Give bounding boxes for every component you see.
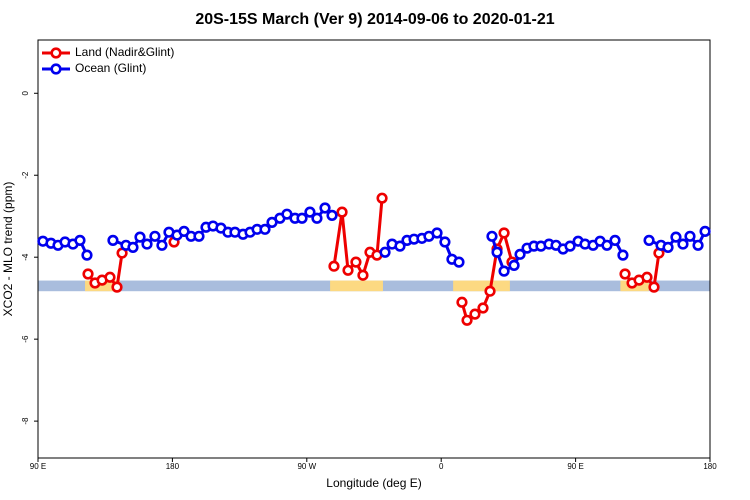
- point: [178, 225, 190, 237]
- x-tick-label: 180: [166, 462, 180, 471]
- point: [670, 231, 682, 243]
- point: [107, 234, 119, 246]
- point: [357, 269, 369, 281]
- point: [486, 230, 498, 242]
- point: [456, 296, 468, 308]
- point: [319, 202, 331, 214]
- point: [74, 234, 86, 246]
- point: [641, 271, 653, 283]
- y-tick-label: -6: [21, 335, 30, 343]
- y-tick-label: -2: [21, 171, 30, 179]
- land-band: [85, 280, 121, 292]
- point: [376, 192, 388, 204]
- point: [82, 268, 94, 280]
- point: [461, 314, 473, 326]
- legend-label: Ocean (Glint): [75, 61, 146, 75]
- x-tick-label: 90 E: [567, 462, 583, 471]
- point: [259, 223, 271, 235]
- point: [619, 268, 631, 280]
- point: [684, 230, 696, 242]
- point: [379, 246, 391, 258]
- point: [677, 238, 689, 250]
- x-tick-label: 90 E: [30, 462, 46, 471]
- point: [692, 239, 704, 251]
- point: [193, 230, 205, 242]
- point: [104, 271, 116, 283]
- point: [296, 212, 308, 224]
- legend-label: Land (Nadir&Glint): [75, 45, 174, 59]
- point: [498, 265, 510, 277]
- point: [394, 240, 406, 252]
- point: [484, 285, 496, 297]
- point: [326, 209, 338, 221]
- point: [311, 212, 323, 224]
- point: [609, 234, 621, 246]
- point: [111, 281, 123, 293]
- point: [439, 236, 451, 248]
- point: [564, 240, 576, 252]
- x-tick-label: 180: [703, 462, 717, 471]
- point: [304, 206, 316, 218]
- legend-marker: [50, 47, 62, 59]
- plot-frame: [37, 39, 711, 459]
- point: [601, 239, 613, 251]
- point: [127, 241, 139, 253]
- point: [469, 308, 481, 320]
- point: [431, 227, 443, 239]
- land-band: [453, 280, 510, 292]
- point: [328, 260, 340, 272]
- x-tick-label: 90 W: [297, 462, 316, 471]
- point: [491, 246, 503, 258]
- land-band: [330, 280, 383, 292]
- point: [134, 231, 146, 243]
- point: [81, 249, 93, 261]
- point: [662, 241, 674, 253]
- y-tick-label: -8: [21, 417, 30, 425]
- point: [498, 227, 510, 239]
- point: [643, 234, 655, 246]
- point: [336, 206, 348, 218]
- point: [342, 264, 354, 276]
- point: [141, 238, 153, 250]
- point: [149, 230, 161, 242]
- point: [617, 249, 629, 261]
- y-axis-label: XCO2 - MLO trend (ppm): [1, 182, 15, 317]
- y-tick-label: -4: [21, 253, 30, 261]
- legend-marker: [50, 63, 62, 75]
- point: [477, 302, 489, 314]
- point: [514, 248, 526, 260]
- point: [350, 256, 362, 268]
- point: [648, 281, 660, 293]
- point: [699, 225, 711, 237]
- point: [508, 259, 520, 271]
- x-axis-label: Longitude (deg E): [326, 476, 421, 490]
- chart-title: 20S-15S March (Ver 9) 2014-09-06 to 2020…: [195, 11, 554, 28]
- x-tick-label: 0: [439, 462, 444, 471]
- point: [453, 256, 465, 268]
- y-tick-label: 0: [21, 91, 30, 96]
- point: [156, 239, 168, 251]
